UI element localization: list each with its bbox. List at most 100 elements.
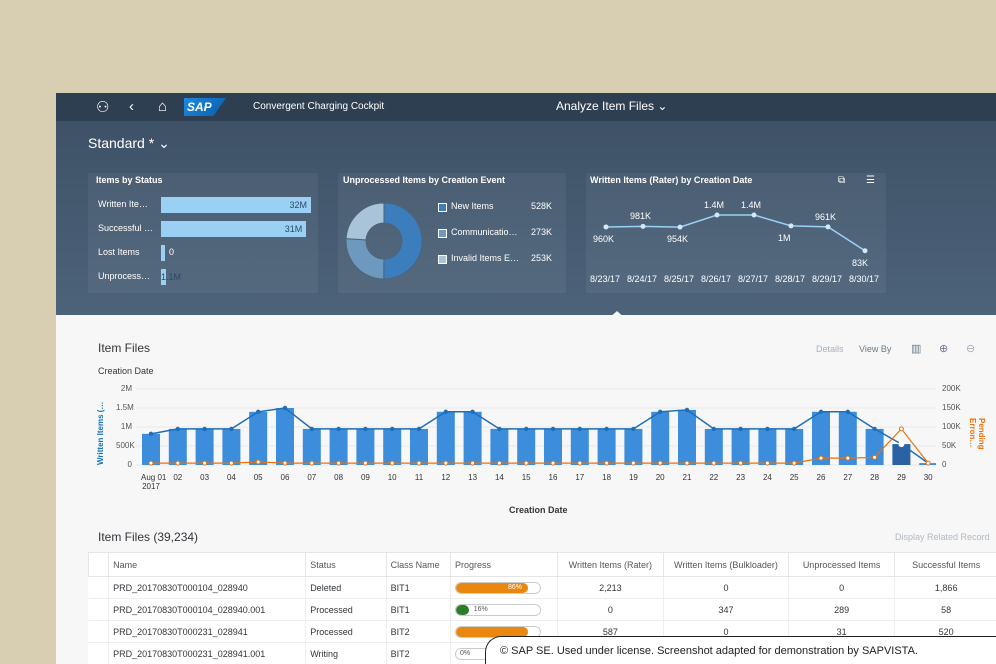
collapse-header-button[interactable] <box>608 311 626 319</box>
details-link[interactable]: Details <box>816 344 844 354</box>
chart-bar[interactable] <box>276 408 294 465</box>
pending-point[interactable] <box>496 460 502 466</box>
chart-bar[interactable] <box>812 411 830 465</box>
chart-bar[interactable] <box>463 411 482 465</box>
zoom-in-icon[interactable]: ⊕ <box>939 343 949 355</box>
chart-bar[interactable] <box>517 428 536 465</box>
line-point[interactable] <box>282 405 288 411</box>
pending-point[interactable] <box>818 455 824 461</box>
pending-point[interactable] <box>443 460 449 466</box>
pending-point[interactable] <box>175 460 181 466</box>
pending-point[interactable] <box>255 459 261 465</box>
legend-label[interactable]: Invalid Items E… <box>451 253 520 263</box>
chart-bar[interactable] <box>651 411 670 465</box>
legend-label[interactable]: New Items <box>451 201 494 211</box>
column-header[interactable]: Status <box>305 552 387 577</box>
chart-bar[interactable] <box>704 428 723 465</box>
column-header[interactable]: Written Items (Bulkloader) <box>663 552 789 577</box>
line-point[interactable] <box>714 212 720 218</box>
chart-bar[interactable] <box>329 428 348 465</box>
pending-point[interactable] <box>550 460 556 466</box>
column-header[interactable]: Unprocessed Items <box>787 552 896 577</box>
pending-point[interactable] <box>684 460 690 466</box>
row-selector[interactable] <box>88 620 110 643</box>
line-point[interactable] <box>711 426 716 432</box>
column-header[interactable]: Name <box>108 552 307 577</box>
pending-point[interactable] <box>791 460 797 466</box>
chart-bar[interactable] <box>410 428 428 465</box>
chart-bar[interactable] <box>356 428 375 465</box>
pending-point[interactable] <box>148 460 154 466</box>
line-point[interactable] <box>825 224 831 230</box>
line-point[interactable] <box>550 426 556 432</box>
table-row[interactable]: PRD_20170830T000104_028940.001 Processed B… <box>88 598 996 621</box>
line-point[interactable] <box>738 426 743 432</box>
line-point[interactable] <box>872 426 877 432</box>
selected-point[interactable] <box>898 441 905 448</box>
pending-point[interactable] <box>202 460 208 466</box>
line-point[interactable] <box>603 224 609 230</box>
line-point[interactable] <box>604 426 609 432</box>
pending-point[interactable] <box>764 460 770 466</box>
line-point[interactable] <box>845 409 850 414</box>
line-point[interactable] <box>202 426 207 432</box>
chart-bar[interactable] <box>490 428 509 465</box>
donut-slice[interactable] <box>345 238 385 280</box>
page-title-menu[interactable]: Analyze Item Files ⌄ <box>556 99 667 113</box>
pending-point[interactable] <box>362 460 368 466</box>
chart-bar[interactable] <box>865 428 884 465</box>
line-point[interactable] <box>256 409 261 414</box>
line-point[interactable] <box>631 426 636 432</box>
line-point[interactable] <box>765 426 770 432</box>
pending-point[interactable] <box>630 460 636 466</box>
chart-bar[interactable] <box>383 428 402 465</box>
line-point[interactable] <box>792 426 797 432</box>
pending-point[interactable] <box>336 460 342 466</box>
line-point[interactable] <box>390 426 395 432</box>
line-point[interactable] <box>175 426 180 432</box>
line-point[interactable] <box>363 426 368 432</box>
user-icon[interactable]: ⚇ <box>96 99 110 116</box>
pending-point[interactable] <box>309 460 315 466</box>
chart-bar[interactable] <box>785 428 804 465</box>
legend-label[interactable]: Communicatio… <box>451 227 518 237</box>
chart-bar[interactable] <box>838 411 857 465</box>
line-point[interactable] <box>470 409 475 414</box>
pending-point[interactable] <box>228 460 234 466</box>
select-column[interactable] <box>87 552 110 577</box>
item-files-combo-chart[interactable] <box>136 383 936 473</box>
chart-bar[interactable] <box>436 411 455 465</box>
table-row[interactable]: PRD_20170830T000104_028940 Deleted BIT1 86%… <box>88 576 996 599</box>
zoom-out-icon[interactable]: ⊖ <box>966 343 976 355</box>
display-related-link[interactable]: Display Related Record <box>895 532 990 542</box>
line-point[interactable] <box>229 426 234 432</box>
pending-point[interactable] <box>898 426 904 432</box>
line-point[interactable] <box>148 431 154 437</box>
chart-bar[interactable] <box>731 428 750 465</box>
pending-point[interactable] <box>711 460 717 466</box>
line-point[interactable] <box>336 426 341 432</box>
pending-point[interactable] <box>470 460 476 466</box>
line-point[interactable] <box>677 224 683 230</box>
line-point[interactable] <box>443 409 448 414</box>
pending-point[interactable] <box>523 460 529 466</box>
column-header[interactable]: Progress <box>449 552 558 577</box>
chart-bar[interactable] <box>570 428 589 465</box>
chart-bar[interactable] <box>597 428 616 465</box>
chart-bar[interactable] <box>168 428 187 465</box>
column-header[interactable]: Successful Items <box>894 552 996 577</box>
donut-slice[interactable] <box>345 202 385 241</box>
line-point[interactable] <box>751 212 757 218</box>
line-point[interactable] <box>524 426 529 432</box>
line-point[interactable] <box>577 426 582 432</box>
chart-bar[interactable] <box>758 428 777 465</box>
chart-bar[interactable] <box>544 428 562 465</box>
pending-point[interactable] <box>925 460 931 466</box>
line-point[interactable] <box>818 409 824 414</box>
line-point[interactable] <box>416 426 422 432</box>
row-selector[interactable] <box>88 598 110 621</box>
pending-point[interactable] <box>389 460 395 466</box>
pending-point[interactable] <box>657 460 663 466</box>
chart-bar[interactable] <box>195 428 214 465</box>
row-selector[interactable] <box>88 642 110 664</box>
